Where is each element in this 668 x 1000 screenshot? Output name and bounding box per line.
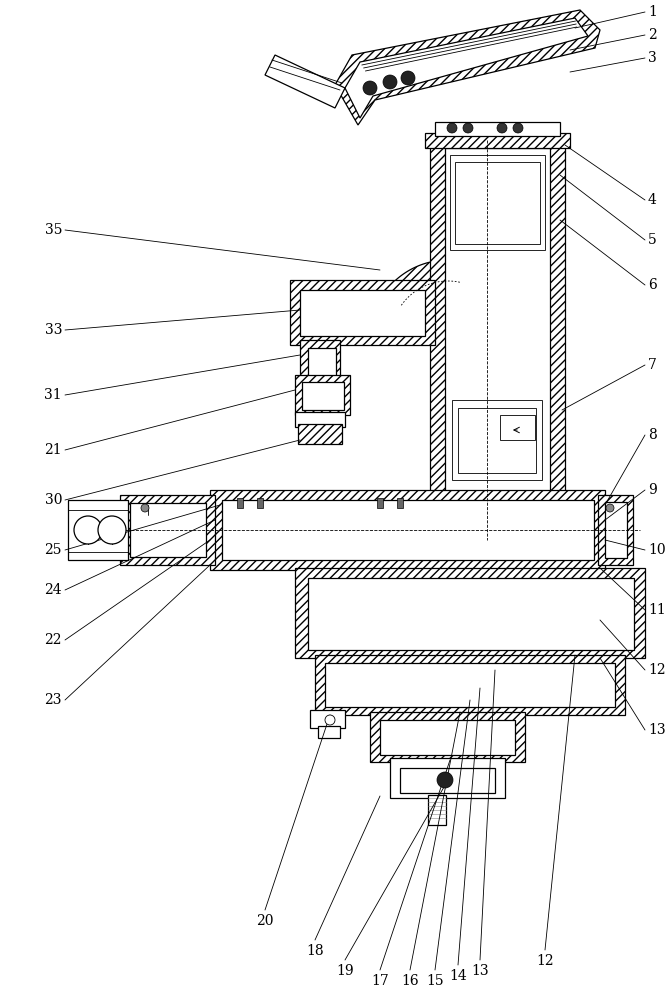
Polygon shape [335, 10, 600, 125]
Text: 7: 7 [648, 358, 657, 372]
Text: 4: 4 [648, 193, 657, 207]
Bar [318, 726, 340, 738]
Bar [425, 133, 570, 148]
Text: 3: 3 [648, 51, 657, 65]
Circle shape [606, 504, 614, 512]
Circle shape [98, 516, 126, 544]
Bar [390, 758, 505, 798]
Bar [377, 498, 383, 508]
Polygon shape [265, 55, 345, 108]
Text: 10: 10 [648, 543, 665, 557]
Bar [308, 578, 634, 650]
Text: 15: 15 [426, 974, 444, 988]
Text: 17: 17 [371, 974, 389, 988]
Text: 20: 20 [257, 914, 274, 928]
Circle shape [463, 123, 473, 133]
Bar [302, 382, 344, 410]
Text: 22: 22 [45, 633, 62, 647]
Text: 5: 5 [648, 233, 657, 247]
Circle shape [401, 71, 415, 85]
Bar [222, 500, 594, 560]
Text: 18: 18 [306, 944, 324, 958]
Bar [68, 500, 128, 560]
Polygon shape [345, 18, 588, 118]
Bar [370, 712, 525, 762]
Bar [428, 795, 446, 825]
Bar [325, 663, 615, 707]
Bar [435, 122, 560, 136]
Bar [450, 155, 545, 250]
Bar [68, 510, 128, 552]
Text: 12: 12 [648, 663, 665, 677]
Text: 35: 35 [45, 223, 62, 237]
Bar [308, 348, 336, 376]
Text: 19: 19 [336, 964, 354, 978]
Text: 31: 31 [44, 388, 62, 402]
Bar [300, 340, 340, 380]
Text: 25: 25 [45, 543, 62, 557]
Text: 21: 21 [44, 443, 62, 457]
Bar [458, 408, 536, 473]
Text: 12: 12 [536, 954, 554, 968]
Bar [455, 162, 540, 244]
Bar [380, 720, 515, 755]
Text: 6: 6 [648, 278, 657, 292]
Bar [397, 498, 403, 508]
Text: 30: 30 [45, 493, 62, 507]
Text: 13: 13 [471, 964, 489, 978]
Text: 33: 33 [45, 323, 62, 337]
Bar [210, 490, 605, 570]
Bar [430, 140, 565, 540]
Bar [605, 502, 627, 558]
Text: 16: 16 [401, 974, 419, 988]
Circle shape [497, 123, 507, 133]
Polygon shape [384, 260, 464, 314]
Circle shape [383, 75, 397, 89]
Text: 1: 1 [648, 5, 657, 19]
Circle shape [437, 772, 453, 788]
Bar [257, 498, 263, 508]
Text: 23: 23 [45, 693, 62, 707]
Bar [598, 495, 633, 565]
Bar [315, 655, 625, 715]
Text: 9: 9 [648, 483, 657, 497]
Text: 14: 14 [449, 969, 467, 983]
Text: 8: 8 [648, 428, 657, 442]
Polygon shape [413, 296, 457, 327]
Text: 2: 2 [648, 28, 657, 42]
Bar [310, 710, 345, 728]
Bar [290, 280, 435, 345]
Circle shape [325, 715, 335, 725]
Circle shape [513, 123, 523, 133]
Circle shape [447, 123, 457, 133]
Circle shape [74, 516, 102, 544]
Bar [452, 400, 542, 480]
Bar [300, 290, 425, 336]
Bar [130, 503, 206, 557]
Circle shape [141, 504, 149, 512]
Text: 13: 13 [648, 723, 665, 737]
Bar [298, 424, 342, 444]
Bar [237, 498, 243, 508]
Text: 11: 11 [648, 603, 666, 617]
Bar [120, 495, 215, 565]
Bar [445, 148, 550, 532]
Bar [295, 412, 345, 427]
Bar [400, 768, 495, 793]
Bar [295, 375, 350, 415]
Text: 24: 24 [44, 583, 62, 597]
Bar [500, 415, 535, 440]
Bar [295, 568, 645, 658]
Circle shape [363, 81, 377, 95]
